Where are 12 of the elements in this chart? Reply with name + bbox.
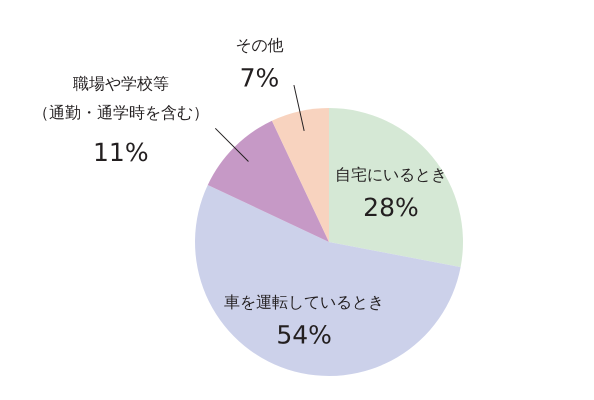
data-label: 28%: [363, 192, 419, 222]
slice-label: 車を運転しているとき: [224, 292, 384, 312]
pie-slice: [329, 108, 463, 268]
slice-label: 職場や学校等（通勤・通学時を含む）: [32, 74, 209, 122]
data-label: 11%: [93, 138, 149, 167]
pie-slice: [208, 120, 329, 242]
data-label: 54%: [276, 320, 332, 350]
pie-slice: [272, 108, 329, 242]
slice-label: 自宅にいるとき: [334, 164, 447, 184]
slice-label: その他: [235, 36, 284, 55]
pie-slice: [195, 184, 461, 376]
data-label: 7%: [240, 64, 280, 93]
